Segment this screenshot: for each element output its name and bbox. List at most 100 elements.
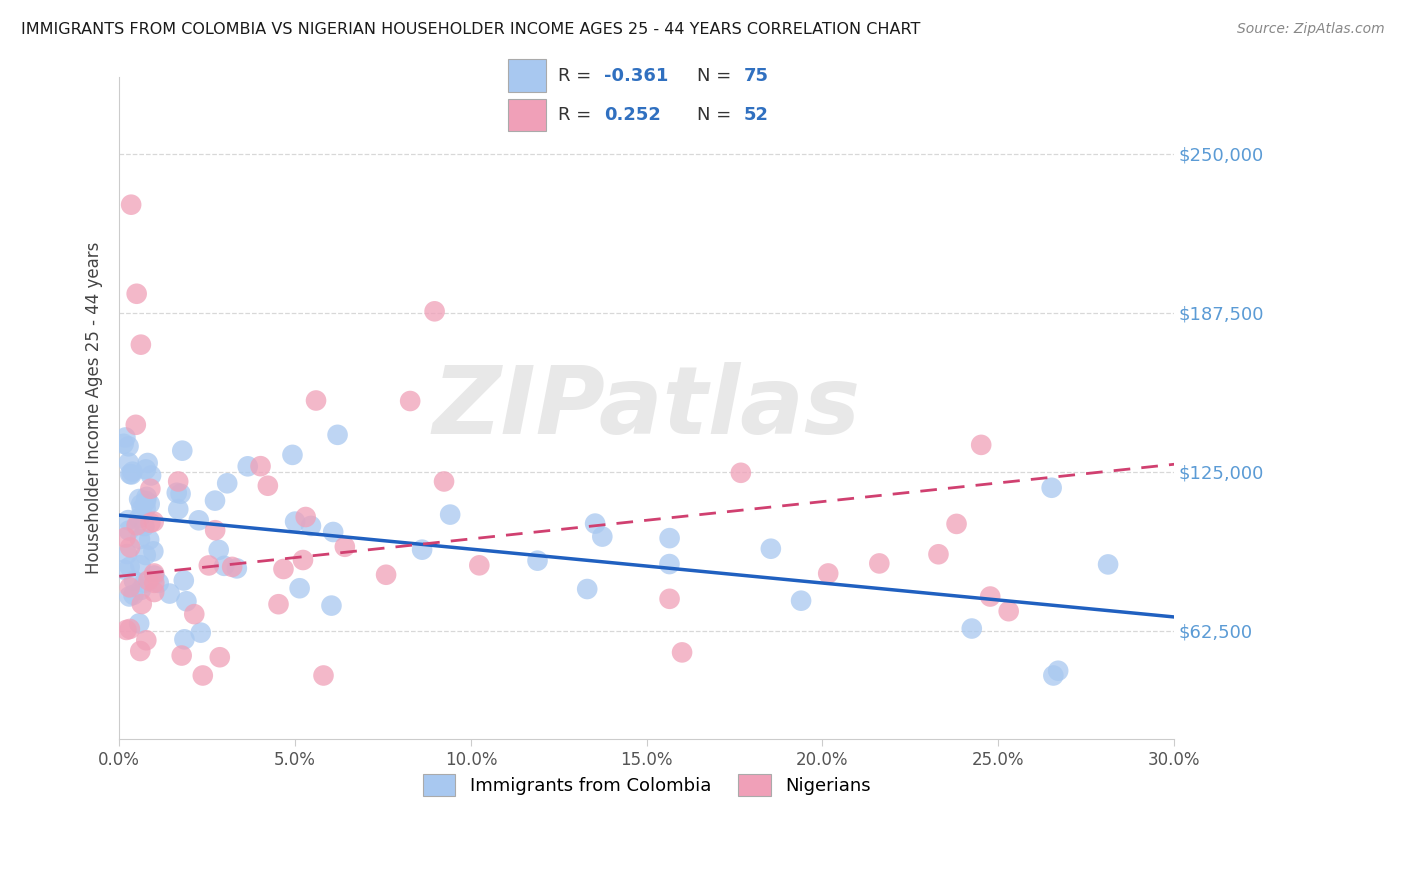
Point — [143, 568, 166, 582]
Point — [118, 622, 141, 636]
Point — [120, 197, 142, 211]
Text: IMMIGRANTS FROM COLOMBIA VS NIGERIAN HOUSEHOLDER INCOME AGES 25 - 44 YEARS CORRE: IMMIGRANTS FROM COLOMBIA VS NIGERIAN HOU… — [21, 22, 921, 37]
Point — [125, 286, 148, 301]
Point — [129, 532, 152, 546]
Point — [148, 576, 170, 591]
Point — [122, 574, 145, 588]
Point — [128, 511, 150, 525]
Point — [208, 650, 231, 665]
Point — [399, 394, 422, 409]
Point — [281, 448, 304, 462]
Text: 75: 75 — [744, 67, 769, 85]
Point — [221, 560, 243, 574]
Point — [176, 594, 198, 608]
Point — [128, 616, 150, 631]
Point — [433, 475, 456, 489]
Point — [135, 494, 157, 508]
Point — [138, 497, 160, 511]
Point — [136, 456, 159, 470]
Point — [217, 476, 239, 491]
Point — [118, 456, 141, 470]
Point — [172, 443, 194, 458]
Point — [117, 439, 139, 453]
Point — [312, 668, 335, 682]
Point — [112, 437, 135, 451]
Text: N =: N = — [697, 67, 737, 85]
Text: -0.361: -0.361 — [605, 67, 669, 85]
Point — [191, 668, 214, 682]
Point — [970, 438, 993, 452]
Point — [284, 515, 307, 529]
Point — [333, 540, 356, 554]
Point — [167, 475, 190, 489]
Point — [143, 585, 166, 599]
Point — [273, 562, 295, 576]
Point — [468, 558, 491, 573]
Point — [817, 566, 839, 581]
Point — [439, 508, 461, 522]
Point — [326, 427, 349, 442]
Point — [129, 497, 152, 511]
Point — [1040, 481, 1063, 495]
Text: N =: N = — [697, 106, 737, 124]
Point — [198, 558, 221, 573]
Point — [190, 625, 212, 640]
Point — [591, 530, 613, 544]
Point — [159, 586, 181, 600]
Point — [375, 567, 398, 582]
Point — [125, 417, 148, 432]
Point — [225, 561, 247, 575]
Text: ZIPatlas: ZIPatlas — [433, 362, 860, 454]
Point — [759, 541, 782, 556]
Point — [143, 575, 166, 590]
Point — [183, 607, 205, 622]
Point — [129, 644, 152, 658]
Point — [173, 574, 195, 588]
Text: 52: 52 — [744, 106, 769, 124]
Point — [997, 604, 1019, 618]
Point — [118, 524, 141, 538]
Point — [208, 542, 231, 557]
Point — [129, 558, 152, 573]
Point — [122, 588, 145, 602]
Point — [169, 487, 191, 501]
Point — [112, 563, 135, 577]
Point — [134, 575, 156, 590]
Text: Source: ZipAtlas.com: Source: ZipAtlas.com — [1237, 22, 1385, 37]
Point — [868, 557, 890, 571]
Point — [305, 393, 328, 408]
Point — [167, 502, 190, 516]
Point — [118, 590, 141, 604]
Point — [142, 515, 165, 529]
Point — [790, 593, 813, 607]
Point — [131, 501, 153, 516]
Point — [658, 557, 681, 571]
Point — [129, 337, 152, 351]
Point — [267, 597, 290, 611]
Point — [294, 510, 316, 524]
Point — [288, 581, 311, 595]
Point — [249, 459, 271, 474]
Point — [730, 466, 752, 480]
Point — [135, 548, 157, 562]
Point — [118, 559, 141, 574]
Point — [411, 542, 433, 557]
Point — [115, 547, 138, 561]
Point — [139, 516, 162, 530]
Bar — [509, 99, 546, 131]
Point — [125, 518, 148, 533]
Point — [204, 523, 226, 537]
Point — [257, 479, 280, 493]
Point — [135, 501, 157, 516]
Point — [166, 485, 188, 500]
Point — [583, 516, 606, 531]
Point — [115, 623, 138, 637]
Point — [120, 541, 142, 555]
Point — [138, 533, 160, 547]
Point — [131, 597, 153, 611]
Point — [321, 599, 343, 613]
Point — [927, 547, 949, 561]
Point — [1097, 558, 1119, 572]
Point — [423, 304, 446, 318]
Point — [1042, 668, 1064, 682]
